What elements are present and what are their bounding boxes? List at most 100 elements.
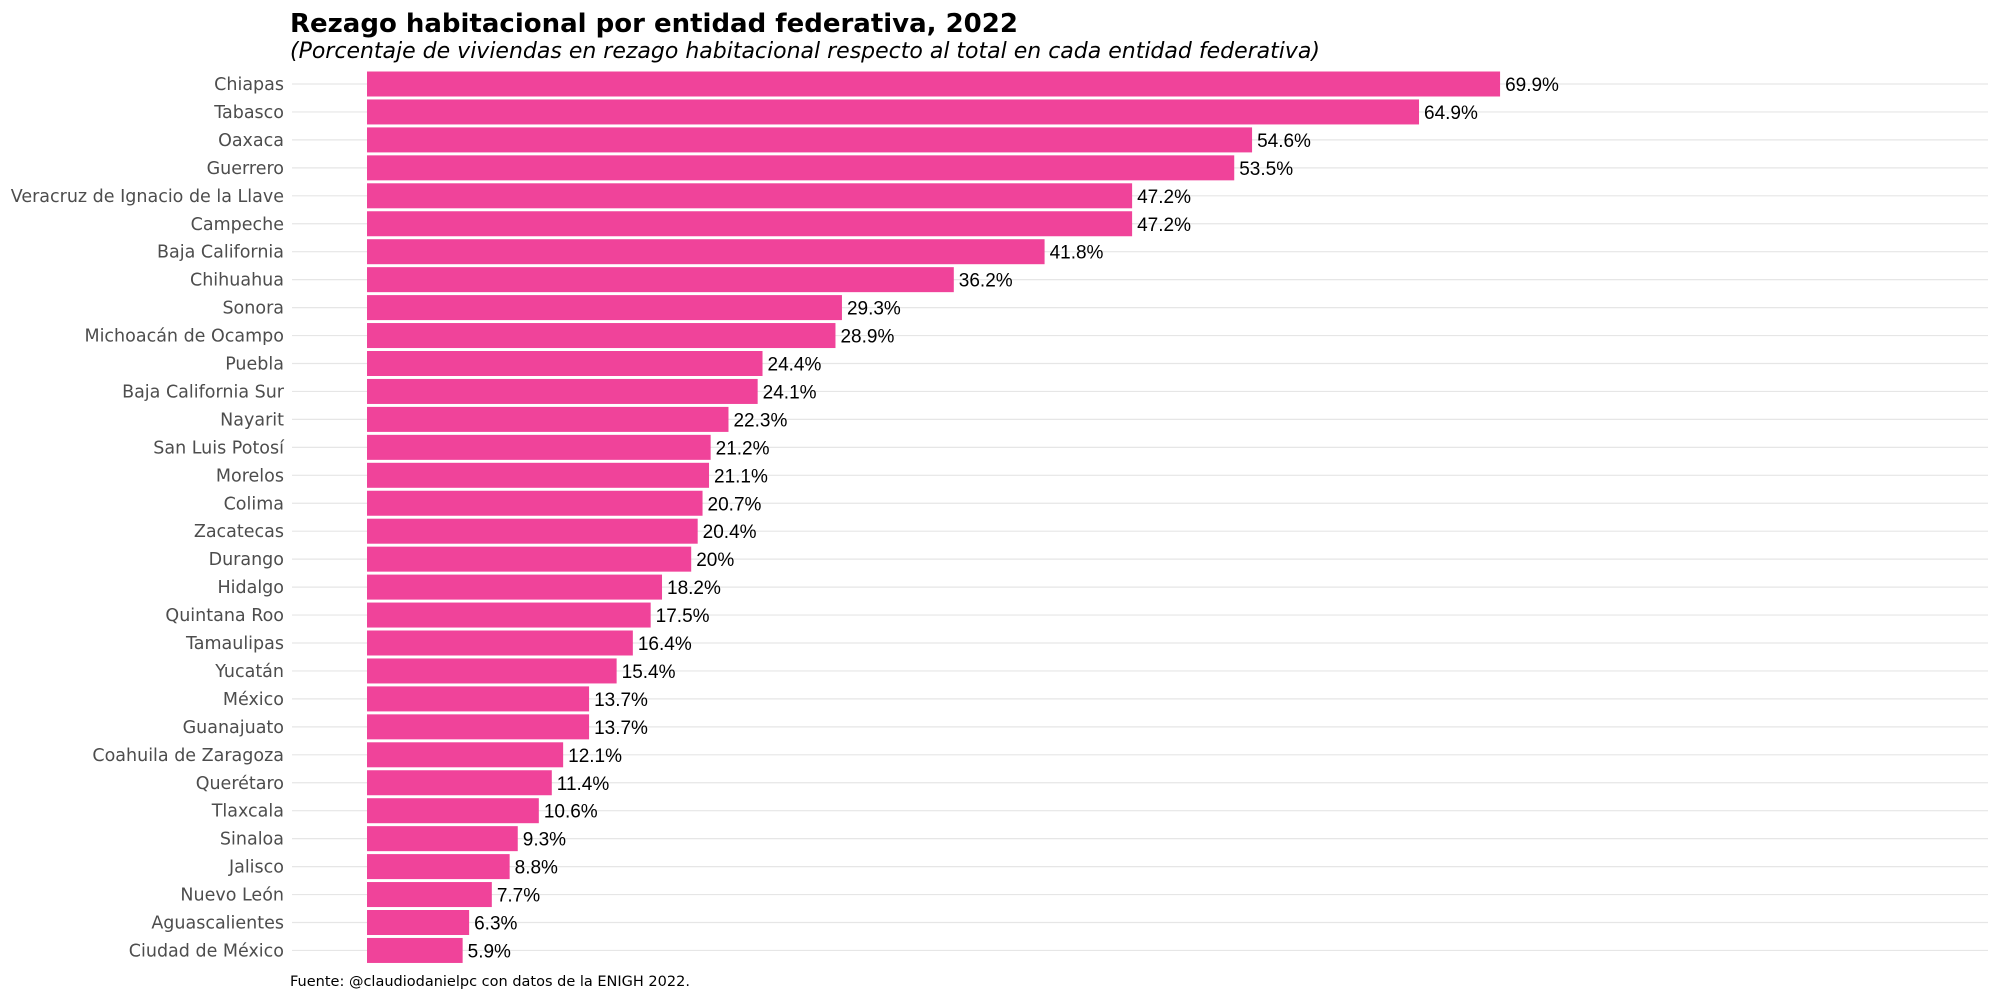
chart-title: Rezago habitacional por entidad federati… <box>290 9 1018 39</box>
bar <box>367 211 1133 237</box>
category-labels: Chiapas Tabasco Oaxaca Guerrero Veracruz de … <box>11 75 285 961</box>
category-label: Tlaxcala <box>211 802 284 822</box>
bar <box>367 378 758 404</box>
bar <box>367 99 1420 125</box>
bar <box>367 462 710 488</box>
category-label: Baja California Sur <box>122 382 285 402</box>
bar <box>367 854 510 880</box>
category-label: Querétaro <box>196 774 284 794</box>
category-label: Sinaloa <box>220 830 284 850</box>
bar <box>367 434 711 460</box>
value-label: 15.4% <box>622 662 676 683</box>
category-label: Coahuila de Zaragoza <box>92 746 284 766</box>
value-label: 8.8% <box>515 858 558 879</box>
bar <box>367 630 633 656</box>
value-labels: 69.9% 64.9% 54.6% 53.5% 47.2% 47.2% 41.8% 36.2%… <box>468 75 1559 962</box>
bar <box>367 826 518 852</box>
value-label: 13.7% <box>594 718 648 739</box>
bar <box>367 798 539 824</box>
bar <box>367 71 1501 97</box>
value-label: 54.6% <box>1257 131 1311 152</box>
bar <box>367 658 617 684</box>
value-label: 21.2% <box>716 438 770 459</box>
value-label: 7.7% <box>497 886 540 907</box>
bar <box>367 267 954 293</box>
bar <box>367 295 842 321</box>
bar <box>367 183 1133 209</box>
chart-caption: Fuente: @claudiodanielpc con datos de la… <box>290 974 690 990</box>
value-label: 20% <box>696 550 734 571</box>
value-label: 24.4% <box>768 355 822 376</box>
category-label: Sonora <box>222 299 284 319</box>
value-label: 22.3% <box>733 410 787 431</box>
category-label: Zacatecas <box>194 522 284 542</box>
bar <box>367 686 590 712</box>
category-label: Hidalgo <box>217 578 284 598</box>
bar <box>367 770 552 796</box>
bar <box>367 546 692 572</box>
value-label: 36.2% <box>959 271 1013 292</box>
bar <box>367 323 836 349</box>
category-label: Chiapas <box>214 75 284 95</box>
value-label: 47.2% <box>1137 187 1191 208</box>
category-label: Quintana Roo <box>165 606 284 626</box>
bar <box>367 155 1235 181</box>
category-label: Baja California <box>157 243 284 263</box>
value-label: 53.5% <box>1239 159 1293 180</box>
bar <box>367 127 1253 153</box>
bar <box>367 937 463 963</box>
bar <box>367 574 663 600</box>
value-label: 29.3% <box>847 299 901 320</box>
category-label: Morelos <box>216 466 284 486</box>
bar <box>367 239 1045 265</box>
value-label: 5.9% <box>468 941 511 962</box>
value-label: 13.7% <box>594 690 648 711</box>
value-label: 11.4% <box>557 774 610 795</box>
bar <box>367 714 590 740</box>
category-label: Jalisco <box>228 858 284 878</box>
category-label: Chihuahua <box>190 271 284 291</box>
value-label: 10.6% <box>544 802 598 823</box>
bar <box>367 602 651 628</box>
bar <box>367 518 698 544</box>
value-label: 12.1% <box>568 746 622 767</box>
value-label: 16.4% <box>638 634 692 655</box>
value-label: 69.9% <box>1505 75 1559 96</box>
category-label: Aguascalientes <box>151 914 284 934</box>
category-label: Michoacán de Ocampo <box>84 327 284 347</box>
value-label: 20.4% <box>703 522 757 543</box>
value-label: 24.1% <box>763 382 817 403</box>
bar <box>367 406 729 432</box>
category-label: Yucatán <box>214 662 284 682</box>
value-label: 9.3% <box>523 830 566 851</box>
category-label: Colima <box>224 494 284 514</box>
value-label: 64.9% <box>1424 103 1478 124</box>
chart-subtitle: (Porcentaje de viviendas en rezago habit… <box>290 39 1320 64</box>
value-label: 28.9% <box>840 327 894 348</box>
category-label: Durango <box>209 550 284 570</box>
category-label: Tabasco <box>213 103 284 123</box>
category-label: San Luis Potosí <box>153 438 285 458</box>
category-label: Tamaulipas <box>185 634 284 654</box>
bar <box>367 742 564 768</box>
value-label: 21.1% <box>714 466 768 487</box>
category-label: Guerrero <box>207 159 284 179</box>
value-label: 20.7% <box>708 494 762 515</box>
value-label: 18.2% <box>667 578 721 599</box>
bar <box>367 910 470 935</box>
bars <box>367 71 1501 963</box>
value-label: 6.3% <box>474 914 517 935</box>
value-label: 47.2% <box>1137 215 1191 236</box>
category-label: Ciudad de México <box>129 941 284 961</box>
category-label: Nayarit <box>220 410 284 430</box>
category-label: México <box>223 690 284 710</box>
bar <box>367 351 763 376</box>
value-label: 17.5% <box>656 606 710 627</box>
bar <box>367 490 703 516</box>
category-label: Nuevo León <box>180 886 284 906</box>
category-label: Oaxaca <box>218 131 284 151</box>
category-label: Campeche <box>191 215 284 235</box>
value-label: 41.8% <box>1050 243 1104 264</box>
category-label: Veracruz de Ignacio de la Llave <box>11 187 284 207</box>
category-label: Puebla <box>225 355 284 375</box>
